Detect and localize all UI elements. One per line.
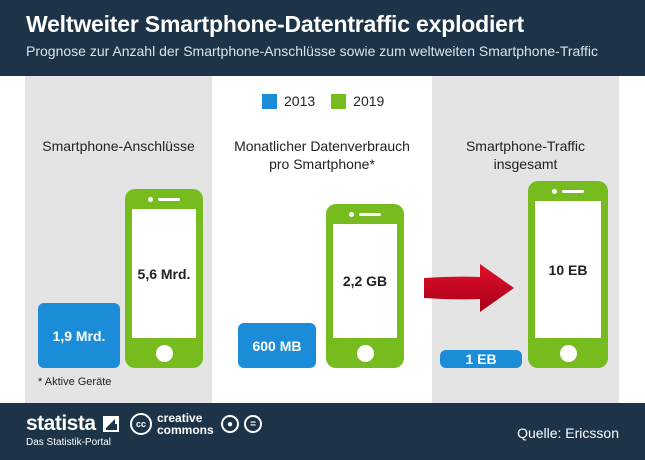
phone-speaker-icon xyxy=(359,213,381,216)
chart-title-data-usage-line1: Monatlicher Datenverbrauch xyxy=(234,138,410,154)
bar-connections-2019: 5,6 Mrd. xyxy=(125,189,203,368)
chart-legend: 2013 2019 xyxy=(262,91,400,111)
footnote: * Aktive Geräte xyxy=(38,376,112,388)
footer-bar: statista Das Statistik-Portal cc creativ… xyxy=(0,403,645,460)
phone-screen: 10 EB xyxy=(535,201,601,338)
bar-connections-2013: 1,9 Mrd. xyxy=(38,303,120,368)
phone-screen: 5,6 Mrd. xyxy=(132,209,196,338)
attribution-icon[interactable]: ● xyxy=(221,415,239,433)
header-bar: Weltweiter Smartphone-Datentraffic explo… xyxy=(0,0,645,76)
statista-logo-icon xyxy=(103,416,119,432)
phone-home-button-icon xyxy=(559,345,577,362)
cc-text-line2: commons xyxy=(157,423,214,437)
legend-label-2013: 2013 xyxy=(284,93,316,109)
bar-label-connections-2013: 1,9 Mrd. xyxy=(52,327,106,344)
page-title: Weltweiter Smartphone-Datentraffic explo… xyxy=(26,11,524,37)
chart-title-traffic: Smartphone-Traffic insgesamt xyxy=(432,137,619,173)
bar-label-data-usage-2013: 600 MB xyxy=(252,337,302,354)
statista-tagline: Das Statistik-Portal xyxy=(26,437,112,448)
arrow-right-icon xyxy=(424,264,514,312)
phone-screen: 2,2 GB xyxy=(333,224,397,338)
bar-traffic-2019: 10 EB xyxy=(528,181,608,368)
chart-title-data-usage: Monatlicher Datenverbrauch pro Smartphon… xyxy=(212,137,432,173)
creative-commons-icon[interactable]: cc xyxy=(130,413,152,435)
no-derivatives-icon[interactable]: = xyxy=(244,415,262,433)
bar-label-connections-2019: 5,6 Mrd. xyxy=(137,265,191,282)
statista-logo[interactable]: statista xyxy=(26,412,96,435)
source-note: Quelle: Ericsson xyxy=(517,425,619,441)
phone-camera-icon xyxy=(552,189,557,194)
phone-speaker-icon xyxy=(158,198,180,201)
legend-swatch-2013 xyxy=(262,93,277,109)
bar-label-data-usage-2019: 2,2 GB xyxy=(342,273,388,289)
legend-item-2013: 2013 xyxy=(262,93,315,109)
phone-home-button-icon xyxy=(356,345,374,362)
phone-camera-icon xyxy=(349,212,354,217)
chart-title-connections: Smartphone-Anschlüsse xyxy=(42,138,195,154)
phone-home-button-icon xyxy=(155,345,173,362)
chart-title-data-usage-line2: pro Smartphone* xyxy=(269,156,375,172)
chart-title-traffic-line2: insgesamt xyxy=(493,156,558,172)
phone-camera-icon xyxy=(148,197,153,202)
creative-commons-label[interactable]: creative commons xyxy=(157,412,214,436)
bar-data-usage-2019: 2,2 GB xyxy=(326,204,404,368)
page-subtitle: Prognose zur Anzahl der Smartphone-Ansch… xyxy=(26,43,598,59)
legend-label-2019: 2019 xyxy=(353,93,385,109)
bar-traffic-2013: 1 EB xyxy=(440,350,522,368)
chart-title-traffic-line1: Smartphone-Traffic xyxy=(465,138,586,154)
bar-label-traffic-2013: 1 EB xyxy=(465,351,497,367)
legend-swatch-2019 xyxy=(331,93,347,109)
phone-speaker-icon xyxy=(562,190,584,193)
bar-label-traffic-2019: 10 EB xyxy=(548,261,588,278)
bar-data-usage-2013: 600 MB xyxy=(238,323,316,368)
legend-item-2019: 2019 xyxy=(331,93,384,109)
cc-text-line1: creative xyxy=(157,411,203,425)
